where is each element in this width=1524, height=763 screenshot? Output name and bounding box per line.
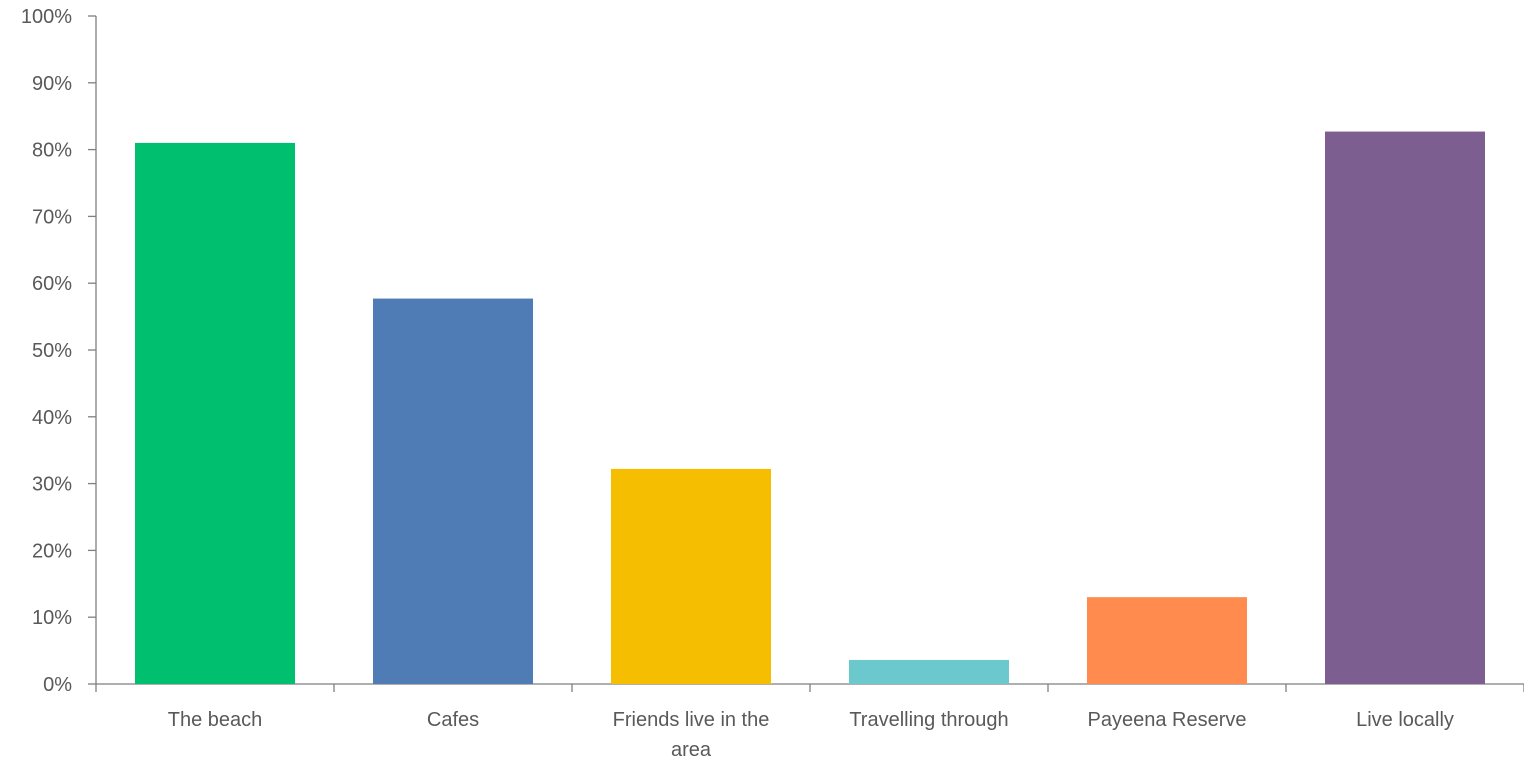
x-tick-label: Travelling through xyxy=(849,709,1008,731)
bar xyxy=(611,468,771,684)
y-tick-label: 40% xyxy=(32,407,72,429)
x-tick-label: The beach xyxy=(168,709,263,731)
y-tick-label: 90% xyxy=(32,73,72,95)
bar xyxy=(849,659,1009,684)
y-tick-label: 30% xyxy=(32,474,72,496)
bar xyxy=(1087,597,1247,684)
y-tick-label: 50% xyxy=(32,340,72,362)
y-tick-label: 70% xyxy=(32,206,72,228)
x-tick-label: Friends live in the area xyxy=(613,709,770,761)
x-tick-label: Live locally xyxy=(1356,709,1454,731)
x-tick-label: Cafes xyxy=(427,709,479,731)
bar xyxy=(373,298,533,684)
bar xyxy=(1325,131,1485,685)
y-tick-label: 20% xyxy=(32,540,72,562)
y-tick-label: 0% xyxy=(43,674,72,696)
x-tick-labels: The beach Cafes Friends live in the area Tra… xyxy=(168,709,1454,761)
bars-group xyxy=(135,131,1485,685)
y-tick-label: 60% xyxy=(32,273,72,295)
y-axis: 0% 10% 20% 30% 40% 50% 60% 70% 80% 90% 100% xyxy=(21,6,97,696)
y-tick-label: 80% xyxy=(32,140,72,162)
y-tick-label: 100% xyxy=(21,6,72,28)
x-axis xyxy=(95,683,1524,692)
x-tick-label: Payeena Reserve xyxy=(1088,709,1247,731)
bar xyxy=(135,142,295,685)
y-tick-label: 10% xyxy=(32,607,72,629)
